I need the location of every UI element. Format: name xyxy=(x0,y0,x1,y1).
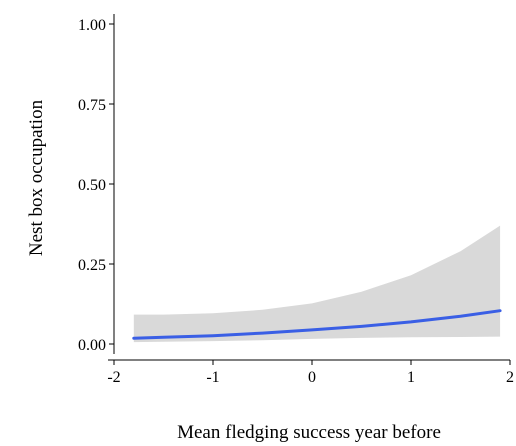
confidence-band xyxy=(133,225,501,343)
y-axis-title: Nest box occupation xyxy=(26,99,47,256)
plot-area xyxy=(132,225,502,343)
y-tick-label: 0.75 xyxy=(78,97,106,114)
x-axis: -2 -1 0 1 2 xyxy=(107,359,514,386)
x-tick-label: 0 xyxy=(308,369,316,386)
x-tick-label: 1 xyxy=(407,369,415,386)
x-tick-label: 2 xyxy=(506,369,514,386)
x-axis-title: Mean fledging success year before xyxy=(177,422,441,443)
y-tick-label: 0.25 xyxy=(78,257,106,274)
fitted-line xyxy=(132,309,502,340)
y-tick-label: 1.00 xyxy=(78,17,106,34)
x-tick-label: -1 xyxy=(206,369,219,386)
y-axis: 0.00 0.25 0.50 0.75 1.00 xyxy=(78,14,115,354)
y-tick-label: 0.50 xyxy=(78,177,106,194)
y-tick-label: 0.00 xyxy=(78,337,106,354)
x-tick-label: -2 xyxy=(107,369,120,386)
